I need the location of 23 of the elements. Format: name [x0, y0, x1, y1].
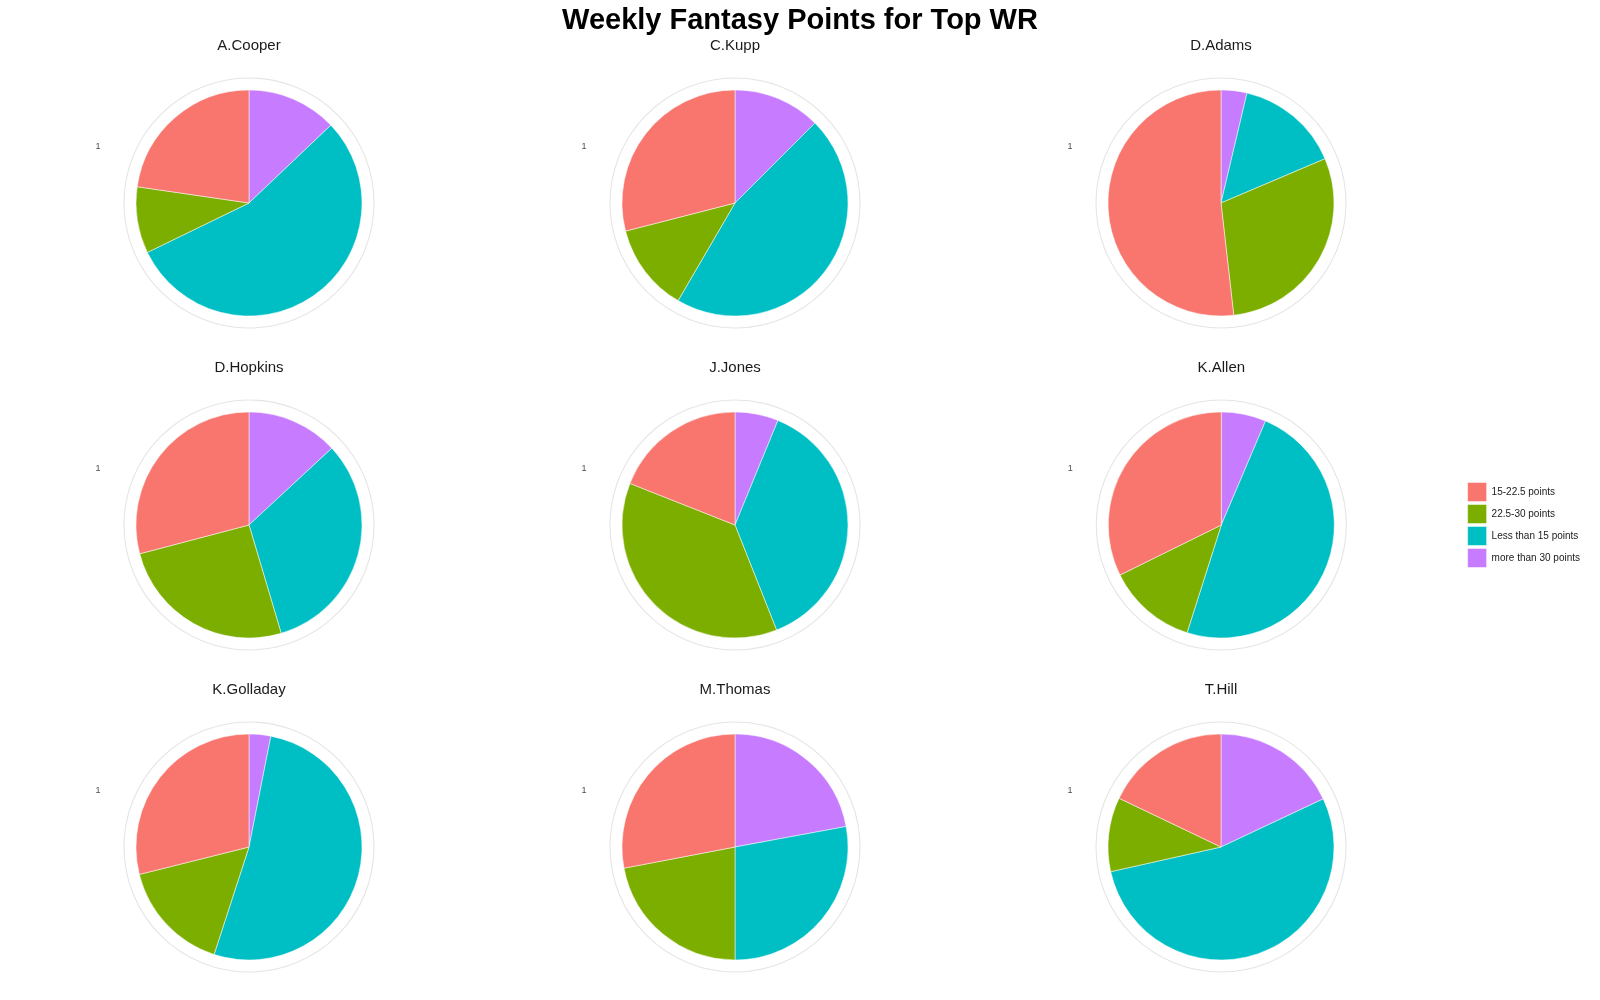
- legend-label: Less than 15 points: [1491, 529, 1579, 541]
- chart-title: M.Thomas: [699, 680, 771, 698]
- text: 1: [1067, 785, 1073, 796]
- text: 1: [1067, 141, 1073, 152]
- chart-title: T.Hill: [1204, 680, 1238, 698]
- chart-title: K.Golladay: [212, 680, 287, 698]
- chart-title: K.Allen: [1197, 358, 1246, 376]
- text: 1: [95, 141, 101, 152]
- text: 1: [581, 785, 587, 796]
- chart-title: C.Kupp: [709, 36, 761, 54]
- text: 1: [581, 463, 587, 474]
- text: Weekly Fantasy Points for Top WR: [562, 2, 1038, 36]
- legend-label: 15-22.5 points: [1491, 485, 1555, 497]
- text: 1: [95, 463, 101, 474]
- text: 1: [581, 141, 587, 152]
- text: 1: [1067, 463, 1073, 474]
- text: 1: [95, 785, 101, 796]
- chart-title: D.Adams: [1190, 36, 1252, 54]
- legend-label: more than 30 points: [1491, 551, 1580, 563]
- chart-title: A.Cooper: [217, 36, 281, 54]
- chart-title: J.Jones: [709, 358, 761, 376]
- chart-title: D.Hopkins: [214, 358, 284, 376]
- legend-label: 22.5-30 points: [1491, 507, 1555, 519]
